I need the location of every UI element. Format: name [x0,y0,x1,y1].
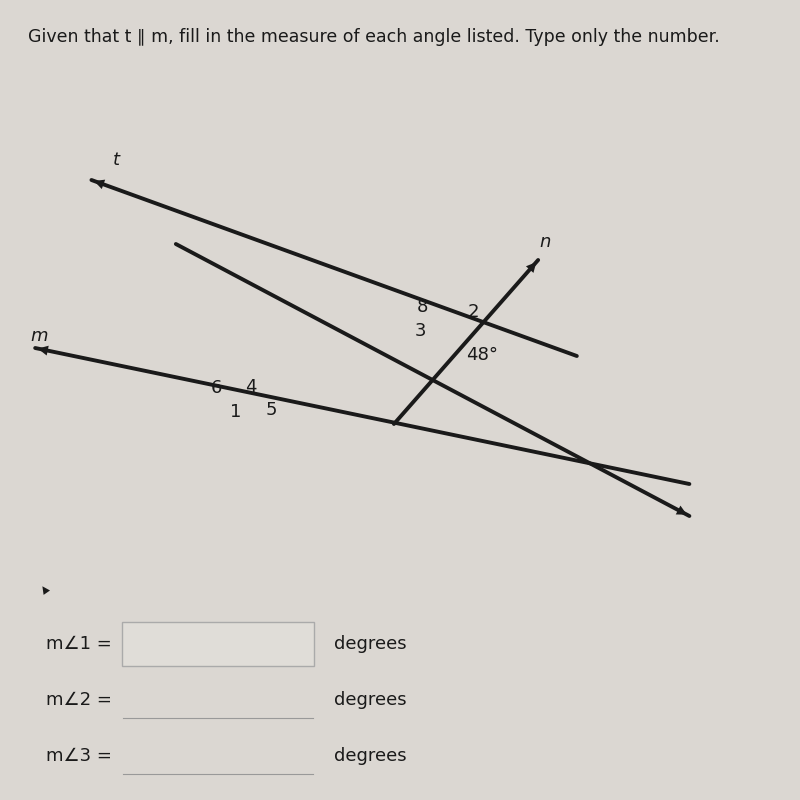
Text: 8: 8 [416,298,428,316]
Text: degrees: degrees [334,747,406,765]
Text: 6: 6 [210,379,222,397]
Text: 2: 2 [468,303,479,321]
Text: 4: 4 [246,378,257,396]
Text: Given that t ∥ m, fill in the measure of each angle listed. Type only the number: Given that t ∥ m, fill in the measure of… [28,28,720,46]
Text: 5: 5 [265,402,277,419]
Text: degrees: degrees [334,635,406,653]
FancyBboxPatch shape [122,622,314,666]
Text: t: t [113,151,119,169]
Text: 3: 3 [414,322,426,340]
Text: 48°: 48° [466,346,498,364]
Text: m∠2 =: m∠2 = [46,691,111,709]
Text: m∠3 =: m∠3 = [46,747,111,765]
Text: 1: 1 [230,403,242,421]
Text: degrees: degrees [334,691,406,709]
Text: m: m [30,327,47,345]
Text: n: n [539,233,551,250]
Text: m∠1 =: m∠1 = [46,635,111,653]
